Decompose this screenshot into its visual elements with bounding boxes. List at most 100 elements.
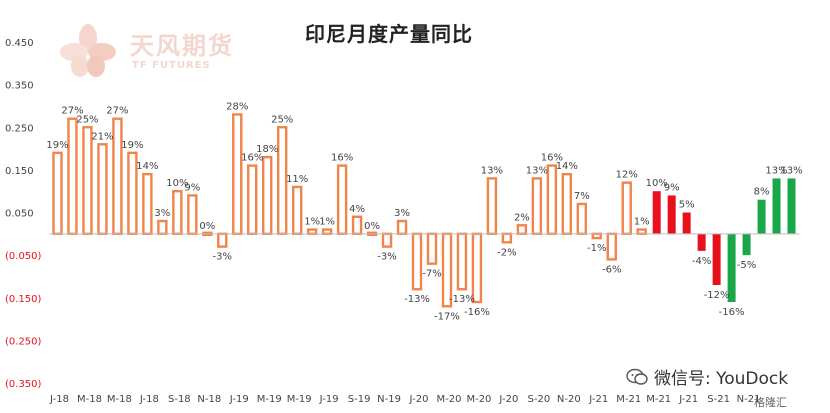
data-label: -6% — [602, 264, 621, 275]
x-tick-label: J-19 — [319, 394, 339, 405]
x-tick-label: S-21 — [707, 394, 730, 405]
data-label: -17% — [434, 311, 460, 322]
bar — [157, 219, 168, 236]
watermark-text: 微信号: YouDock — [654, 369, 789, 389]
bar — [667, 195, 676, 234]
data-label: 12% — [616, 170, 638, 181]
bar — [636, 228, 647, 236]
data-label: 9% — [664, 182, 680, 193]
bar — [82, 126, 93, 236]
bar — [97, 143, 108, 236]
x-axis: J-18 M-18 M-18 J-18 S-18 N-18 J-19 M-19 M-19 J-19… — [49, 394, 760, 405]
x-tick-label: J-20 — [498, 394, 518, 405]
data-label: 25% — [76, 114, 98, 125]
data-label: 13% — [481, 165, 503, 176]
company-logo: 天风期货 TF FUTURES — [58, 22, 258, 78]
bar — [682, 212, 691, 234]
bar — [486, 177, 498, 236]
y-tick-label: (0.050) — [5, 251, 42, 262]
bar — [501, 232, 513, 244]
bar — [172, 189, 183, 236]
data-label: -5% — [737, 260, 756, 271]
y-tick-label: (0.350) — [5, 379, 42, 390]
data-label: 16% — [331, 153, 353, 164]
x-tick-label: M-18 — [77, 394, 102, 405]
bar — [396, 219, 408, 236]
x-tick-label: J-20 — [409, 394, 429, 405]
data-label: 0% — [199, 221, 215, 232]
data-label: -1% — [587, 243, 606, 254]
y-tick-label: 0.250 — [5, 123, 34, 134]
bar — [576, 202, 587, 236]
data-label: 13% — [765, 165, 787, 176]
wechat-watermark: 微信号: YouDock — [626, 364, 788, 389]
data-label: 10% — [166, 178, 188, 189]
bar — [187, 194, 198, 236]
data-label: 1% — [304, 217, 320, 228]
bar — [606, 232, 617, 261]
bar — [727, 233, 736, 303]
bar — [262, 155, 273, 236]
y-axis: 0.450 0.350 0.250 0.150 0.050 (0.050) (0.150) (… — [5, 38, 42, 390]
data-label: -7% — [422, 269, 441, 280]
data-label: 5% — [679, 200, 695, 211]
data-label: 1% — [319, 217, 335, 228]
y-tick-label: 0.450 — [5, 38, 34, 49]
data-label: 8% — [754, 187, 770, 198]
bar — [516, 224, 528, 236]
bar — [697, 233, 706, 251]
data-label: 0% — [364, 221, 380, 232]
data-label: 16% — [541, 153, 563, 164]
x-tick-label: S-20 — [528, 394, 551, 405]
bar — [712, 233, 721, 285]
bar — [351, 215, 363, 236]
x-tick-label: M-20 — [436, 394, 461, 405]
bar — [232, 113, 243, 236]
bar — [127, 151, 138, 236]
data-label: 18% — [256, 144, 278, 155]
data-label: -16% — [464, 307, 490, 318]
bar — [321, 228, 333, 236]
data-label: 3% — [394, 208, 410, 219]
x-tick-label: N-21 — [737, 394, 761, 405]
x-tick-label: J-19 — [229, 394, 249, 405]
x-tick-label: M-18 — [107, 394, 132, 405]
bar — [546, 164, 558, 236]
x-tick-label: M-20 — [466, 394, 491, 405]
wechat-icon — [626, 368, 648, 385]
data-label: 2% — [514, 212, 530, 223]
data-label: 28% — [226, 101, 248, 112]
data-label: -2% — [497, 247, 516, 258]
data-label: 13% — [780, 165, 802, 176]
y-tick-label: 0.350 — [5, 81, 34, 92]
data-label: -3% — [377, 252, 396, 263]
data-label: -13% — [449, 294, 475, 305]
x-tick-label: J-18 — [49, 394, 69, 405]
x-tick-label: J-21 — [678, 394, 698, 405]
data-label: -13% — [404, 294, 430, 305]
bar — [742, 233, 751, 256]
bar — [456, 232, 468, 291]
bar — [381, 232, 393, 248]
y-tick-label: (0.150) — [5, 294, 42, 305]
logo-name: 天风期货 — [130, 32, 234, 60]
bar — [621, 181, 632, 236]
bar — [772, 178, 781, 234]
x-tick-label: N-20 — [557, 394, 581, 405]
bar — [531, 177, 543, 236]
bar — [411, 232, 423, 291]
bar — [561, 172, 573, 236]
data-label: -16% — [719, 307, 745, 318]
bar — [591, 232, 602, 240]
data-label: 21% — [91, 131, 113, 142]
x-tick-label: M-19 — [257, 394, 282, 405]
data-label: 14% — [136, 161, 158, 172]
bar — [277, 126, 288, 236]
logo-subtitle: TF FUTURES — [132, 60, 211, 71]
x-tick-label: M-21 — [616, 394, 641, 405]
bar — [67, 117, 78, 236]
bar — [52, 151, 63, 236]
data-label: 19% — [121, 140, 143, 151]
data-label: 11% — [286, 174, 308, 185]
x-tick-label: S-18 — [168, 394, 191, 405]
